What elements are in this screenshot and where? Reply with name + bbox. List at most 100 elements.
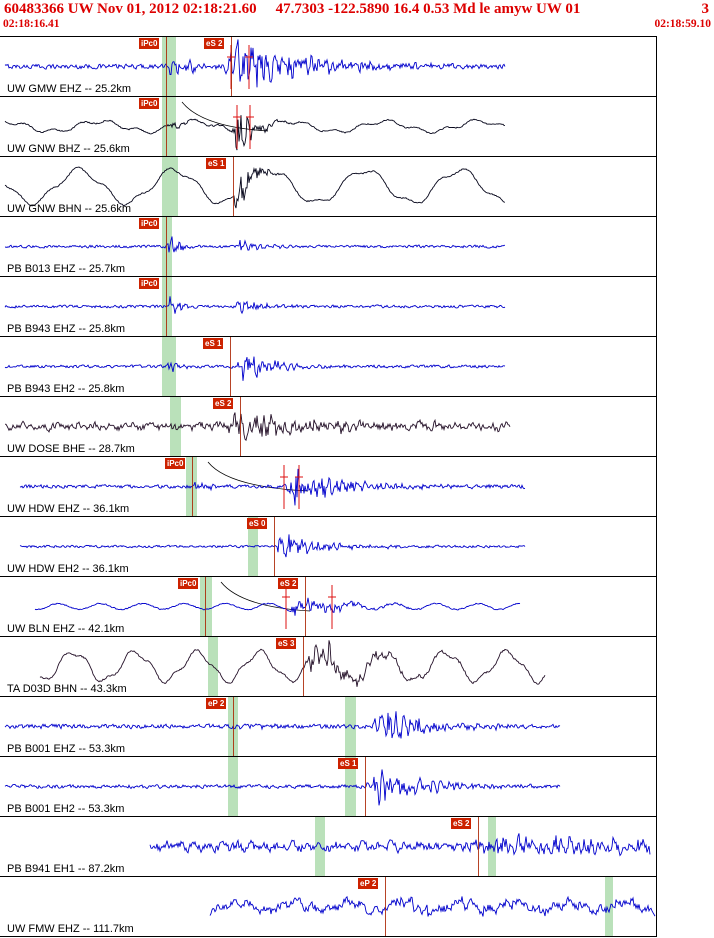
phase-pick-label[interactable]: eS 2 — [213, 398, 234, 409]
coda-decay-curve — [181, 101, 269, 132]
phase-pick-line[interactable] — [166, 97, 167, 156]
coda-decay-curve — [220, 581, 311, 612]
station-channel-label: PB B943 EHZ -- 25.8km — [7, 323, 125, 335]
phase-pick-label[interactable]: iPc0 — [139, 38, 160, 49]
waveform-svg — [4, 711, 561, 739]
waveform-svg — [4, 296, 506, 315]
phase-pick-label[interactable]: iPc0 — [139, 98, 160, 109]
phase-pick-line[interactable] — [231, 37, 232, 96]
station-channel-label: UW HDW EHZ -- 36.1km — [7, 503, 130, 515]
pick-uncertainty-marker[interactable] — [245, 45, 253, 89]
trace-panel-5[interactable]: eS 1 PB B943 EH2 -- 25.8km — [0, 337, 656, 397]
phase-pick-label[interactable]: iPc0 — [178, 578, 199, 589]
phase-pick-label[interactable]: eS 1 — [206, 158, 227, 169]
waveform-trace — [4, 412, 511, 442]
pick-uncertainty-marker[interactable] — [295, 465, 303, 509]
pick-uncertainty-marker[interactable] — [280, 465, 288, 509]
phase-pick-line[interactable] — [166, 217, 167, 276]
page-number: 3 — [701, 1, 710, 17]
phase-pick-line[interactable] — [303, 637, 304, 696]
waveform-svg — [4, 101, 506, 151]
arrival-window-band — [200, 577, 212, 636]
event-summary-left: 60483366 UW Nov 01, 2012 02:18:21.60 — [4, 1, 257, 17]
phase-pick-line[interactable] — [166, 37, 167, 96]
waveform-trace — [34, 597, 521, 616]
station-channel-label: UW GNW BHN -- 25.6km — [7, 203, 132, 215]
phase-pick-label[interactable]: eS 2 — [204, 38, 225, 49]
waveform-svg — [4, 412, 511, 442]
waveform-svg — [4, 236, 505, 253]
phase-pick-line[interactable] — [205, 577, 206, 636]
phase-pick-line[interactable] — [230, 337, 231, 396]
waveform-trace — [4, 39, 506, 88]
station-channel-label: PB B013 EHZ -- 25.7km — [7, 263, 125, 275]
station-channel-label: UW HDW EH2 -- 36.1km — [7, 563, 129, 575]
phase-pick-label[interactable]: eP 2 — [206, 698, 227, 709]
time-window: 02:18:16.41 02:18:59.10 — [0, 18, 714, 30]
trace-panel-8[interactable]: eS 0 UW HDW EH2 -- 36.1km — [0, 517, 656, 577]
waveform-svg — [4, 769, 561, 806]
trace-panel-12[interactable]: eS 1 PB B001 EH2 -- 53.3km — [0, 757, 656, 817]
phase-pick-label[interactable]: eS 2 — [451, 818, 472, 829]
phase-pick-label[interactable]: eS 1 — [338, 758, 359, 769]
phase-pick-label[interactable]: eS 1 — [203, 338, 224, 349]
pick-uncertainty-marker[interactable] — [233, 105, 241, 149]
arrival-window-band — [162, 97, 176, 156]
phase-pick-label[interactable]: iPc0 — [139, 218, 160, 229]
pick-uncertainty-marker[interactable] — [328, 585, 336, 629]
trace-area: iPc0 eS 2 UW GMW EHZ -- 25.2km iPc0 UW GNW B… — [0, 36, 657, 937]
waveform-trace — [4, 115, 506, 151]
phase-pick-label[interactable]: eS 2 — [278, 578, 299, 589]
trace-panel-7[interactable]: iPc0 UW HDW EHZ -- 36.1km — [0, 457, 656, 517]
waveform-trace — [4, 711, 561, 739]
waveform-svg — [19, 534, 526, 558]
phase-pick-line[interactable] — [385, 877, 386, 936]
pick-uncertainty-marker[interactable] — [282, 585, 290, 629]
event-summary-right: 47.7303 -122.5890 16.4 0.53 Md le amyw U… — [275, 1, 581, 17]
phase-pick-label[interactable]: iPc0 — [139, 278, 160, 289]
trace-panel-0[interactable]: iPc0 eS 2 UW GMW EHZ -- 25.2km — [0, 37, 656, 97]
trace-panel-11[interactable]: eP 2 PB B001 EHZ -- 53.3km — [0, 697, 656, 757]
trace-panel-9[interactable]: iPc0 eS 2 UW BLN EHZ -- 42.1km — [0, 577, 656, 637]
arrival-window-band — [345, 697, 356, 756]
trace-panel-14[interactable]: eP 2 UW FMW EHZ -- 111.7km — [0, 877, 656, 937]
station-channel-label: PB B943 EH2 -- 25.8km — [7, 383, 125, 395]
waveform-trace — [209, 895, 656, 917]
arrival-window-band — [162, 37, 176, 96]
arrival-window-band — [315, 817, 325, 876]
trace-panel-2[interactable]: eS 1 UW GNW BHN -- 25.6km — [0, 157, 656, 217]
phase-pick-line[interactable] — [305, 577, 306, 636]
phase-pick-line[interactable] — [240, 397, 241, 456]
phase-pick-line[interactable] — [166, 277, 167, 336]
waveform-trace — [4, 296, 506, 315]
phase-pick-line[interactable] — [478, 817, 479, 876]
phase-pick-label[interactable]: eS 0 — [247, 518, 268, 529]
station-channel-label: PB B941 EH1 -- 87.2km — [7, 863, 125, 875]
trace-panel-3[interactable]: iPc0 PB B013 EHZ -- 25.7km — [0, 217, 656, 277]
trace-panel-13[interactable]: eS 2 PB B941 EH1 -- 87.2km — [0, 817, 656, 877]
phase-pick-label[interactable]: eS 3 — [276, 638, 297, 649]
trace-panel-10[interactable]: eS 3 TA D03D BHN -- 43.3km — [0, 637, 656, 697]
waveform-trace — [4, 166, 506, 209]
waveform-trace — [19, 534, 526, 558]
waveform-trace — [19, 468, 526, 506]
trace-panel-4[interactable]: iPc0 PB B943 EHZ -- 25.8km — [0, 277, 656, 337]
pick-uncertainty-marker[interactable] — [246, 105, 254, 149]
station-channel-label: PB B001 EHZ -- 53.3km — [7, 743, 125, 755]
phase-pick-line[interactable] — [233, 157, 234, 216]
phase-pick-label[interactable]: iPc0 — [165, 458, 186, 469]
waveform-svg — [4, 356, 506, 381]
phase-pick-line[interactable] — [192, 457, 193, 516]
station-channel-label: PB B001 EH2 -- 53.3km — [7, 803, 125, 815]
phase-pick-line[interactable] — [274, 517, 275, 576]
trace-panel-6[interactable]: eS 2 UW DOSE BHE -- 28.7km — [0, 397, 656, 457]
phase-pick-line[interactable] — [365, 757, 366, 816]
phase-pick-line[interactable] — [233, 697, 234, 756]
phase-pick-label[interactable]: eP 2 — [358, 878, 379, 889]
arrival-window-band — [162, 157, 178, 216]
trace-panel-1[interactable]: iPc0 UW GNW BHZ -- 25.6km — [0, 97, 656, 157]
waveform-trace — [4, 769, 561, 806]
waveform-svg — [149, 833, 651, 857]
waveform-svg — [39, 640, 546, 687]
